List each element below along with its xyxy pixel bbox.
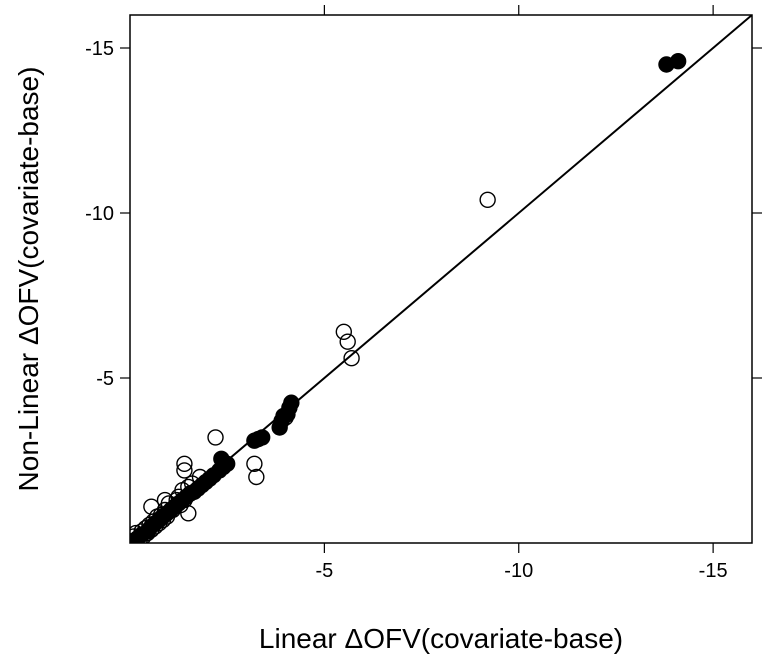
open-point <box>248 468 265 486</box>
open-point <box>339 333 356 350</box>
filled-point <box>213 450 230 468</box>
filled-point <box>253 429 271 446</box>
plot-frame <box>129 14 753 544</box>
y-axis-title: Non-Linear ΔOFV(covariate-base) <box>13 67 44 492</box>
x-axis-title: Linear ΔOFV(covariate-base) <box>259 623 623 654</box>
x-tick-label: -5 <box>315 560 333 582</box>
y-tick-label: -15 <box>85 38 114 60</box>
filled-point <box>669 53 687 70</box>
data-marks <box>130 15 752 543</box>
filled-point <box>283 394 300 411</box>
open-point <box>343 350 360 367</box>
open-point <box>246 455 263 472</box>
ticks: -5 -10 -15 -5 -10 -15 <box>85 5 762 582</box>
open-point <box>176 455 193 472</box>
x-tick-label: -10 <box>504 560 533 582</box>
y-tick-label: -10 <box>85 203 114 225</box>
open-point <box>335 323 353 340</box>
identity-line <box>130 15 752 543</box>
x-tick-label: -15 <box>699 560 728 582</box>
open-point <box>479 191 496 209</box>
open-point <box>207 429 224 446</box>
open-point <box>143 498 160 515</box>
y-tick-label: -5 <box>96 368 114 390</box>
open-point <box>176 462 193 479</box>
